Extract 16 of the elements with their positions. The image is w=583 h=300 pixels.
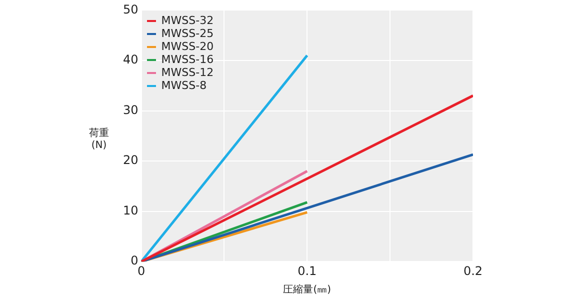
- y-tick-label: 10: [122, 203, 138, 218]
- x-tick-label: 0.2: [463, 264, 483, 278]
- y-tick-label: 20: [122, 153, 138, 168]
- legend-label: MWSS-16: [161, 53, 214, 66]
- y-tick-label: 50: [122, 2, 138, 16]
- y-tick-label: 30: [122, 102, 138, 117]
- legend-label: MWSS-12: [161, 66, 214, 80]
- x-tick-label: 0.1: [298, 264, 317, 278]
- y-tick-label: 0: [130, 254, 138, 268]
- x-axis-title: 圧縮量(㎜): [283, 284, 332, 296]
- legend-label: MWSS-25: [161, 27, 214, 40]
- y-axis-title: 荷重(N): [88, 128, 110, 152]
- legend-label: MWSS-20: [161, 40, 214, 54]
- y-tick-label: 40: [122, 52, 138, 67]
- legend-label: MWSS-8: [161, 79, 207, 92]
- legend-label: MWSS-32: [161, 14, 214, 28]
